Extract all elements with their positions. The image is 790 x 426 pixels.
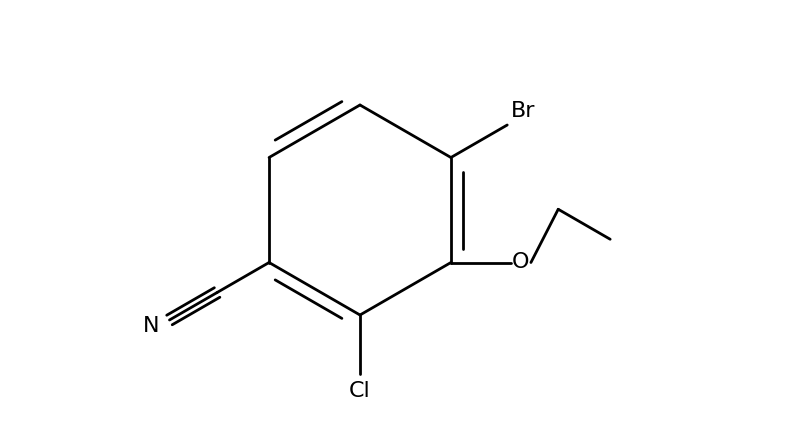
Text: Br: Br: [511, 101, 536, 121]
Text: O: O: [512, 253, 529, 273]
Text: Cl: Cl: [349, 381, 371, 401]
Text: N: N: [143, 316, 160, 336]
